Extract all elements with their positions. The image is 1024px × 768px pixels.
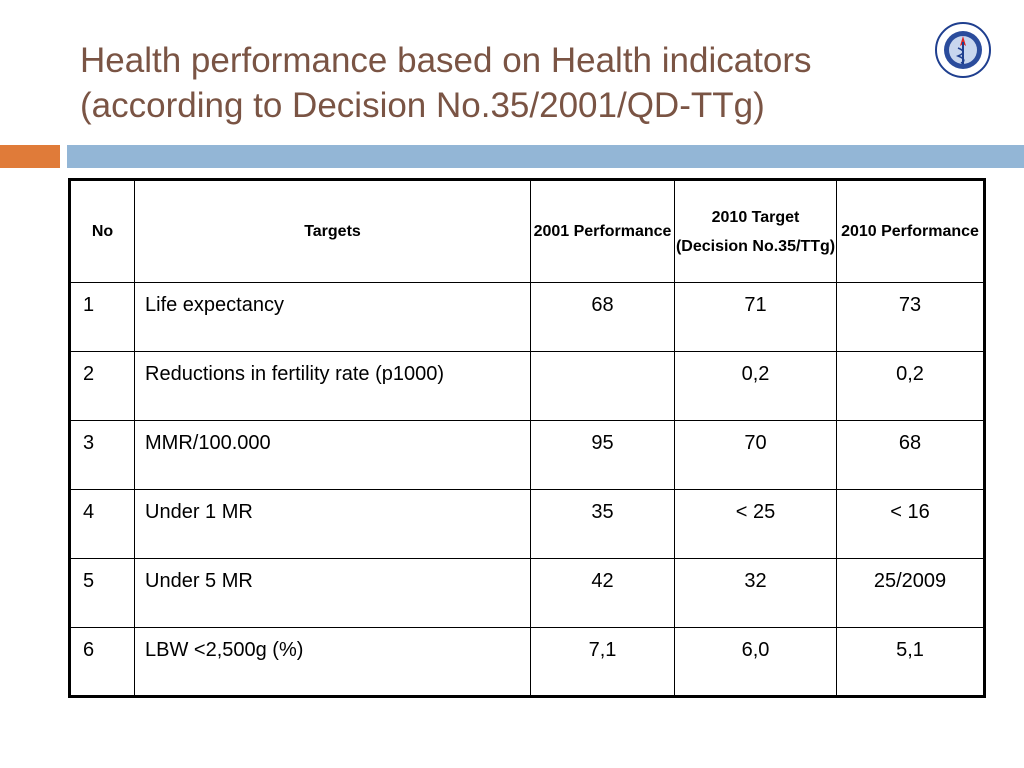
table-cell: 3 (69, 420, 135, 490)
logo (935, 22, 991, 78)
table-cell: 1 (69, 282, 135, 352)
accent-bar (0, 145, 60, 168)
table-cell: Reductions in fertility rate (p1000) (134, 351, 531, 421)
table-row: 1 Life expectancy 68 71 73 (69, 282, 985, 352)
table-cell: 6,0 (674, 627, 837, 697)
table-cell: 73 (836, 282, 985, 352)
table-cell: 70 (674, 420, 837, 490)
header-cell: 2001 Performance (530, 179, 675, 283)
table-cell: 0,2 (836, 351, 985, 421)
table-cell: MMR/100.000 (134, 420, 531, 490)
table-cell: 42 (530, 558, 675, 628)
table-cell: 32 (674, 558, 837, 628)
table-cell: 35 (530, 489, 675, 559)
table-row: 5 Under 5 MR 42 32 25/2009 (69, 558, 985, 628)
table-cell: 68 (836, 420, 985, 490)
table-cell: 5 (69, 558, 135, 628)
table-cell: 68 (530, 282, 675, 352)
table-cell: 0,2 (674, 351, 837, 421)
header-text: 2010 Target (711, 208, 800, 226)
header-cell: Targets (134, 179, 531, 283)
table-row: 2 Reductions in fertility rate (p1000) 0,2… (69, 351, 985, 421)
table-cell: LBW <2,500g (%) (134, 627, 531, 697)
slide-title: Health performance based on Health indic… (80, 38, 812, 128)
table-cell (530, 351, 675, 421)
table-row: 4 Under 1 MR 35 < 25 < 16 (69, 489, 985, 559)
table-cell: 25/2009 (836, 558, 985, 628)
accent-bar (67, 145, 1024, 168)
table-row: 6 LBW <2,500g (%) 7,1 6,0 5,1 (69, 627, 985, 697)
header-text: (Decision No.35/TTg) (675, 237, 836, 255)
table-cell: 2 (69, 351, 135, 421)
title-line: Health performance based on Health indic… (80, 41, 812, 80)
table-cell: Life expectancy (134, 282, 531, 352)
table-cell: 5,1 (836, 627, 985, 697)
header-cell: 2010 Performance (836, 179, 985, 283)
table-cell: 6 (69, 627, 135, 697)
table-cell: 71 (674, 282, 837, 352)
table-cell: Under 1 MR (134, 489, 531, 559)
table-cell: 95 (530, 420, 675, 490)
table-cell: < 16 (836, 489, 985, 559)
header-cell: 2010 Target (Decision No.35/TTg) (674, 179, 837, 283)
data-table: No Targets 2001 Performance 2010 Target (Dec… (68, 178, 986, 698)
header-cell: No (69, 179, 135, 283)
table-row: 3 MMR/100.000 95 70 68 (69, 420, 985, 490)
title-line: (according to Decision No.35/2001/QD-TTg… (80, 86, 765, 125)
table-cell: < 25 (674, 489, 837, 559)
table-cell: Under 5 MR (134, 558, 531, 628)
table-cell: 7,1 (530, 627, 675, 697)
header-row: No Targets 2001 Performance 2010 Target (Dec… (69, 179, 985, 283)
table-cell: 4 (69, 489, 135, 559)
